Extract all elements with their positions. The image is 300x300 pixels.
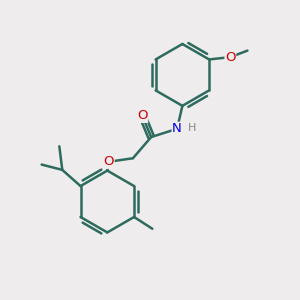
Text: O: O [103, 155, 114, 168]
Text: H: H [188, 123, 196, 133]
Text: O: O [137, 109, 148, 122]
Text: O: O [225, 51, 236, 64]
Text: N: N [172, 122, 182, 135]
